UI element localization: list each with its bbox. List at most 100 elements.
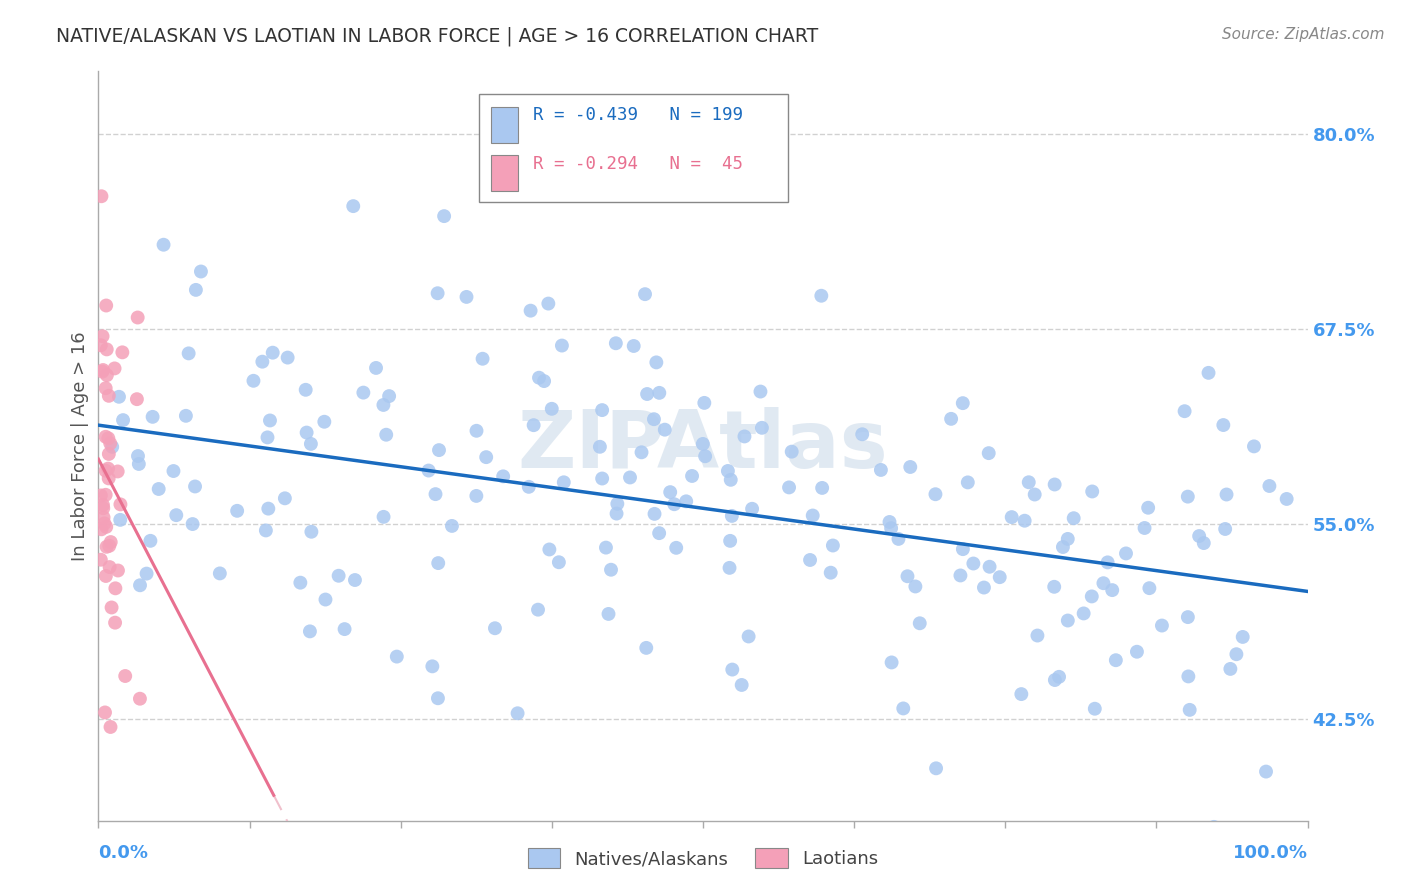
Natives/Alaskans [952,542,974,557]
Natives/Alaskans [1026,628,1049,642]
Natives/Alaskans [373,398,395,412]
Laotians [91,329,114,343]
Natives/Alaskans [880,656,903,670]
Laotians [104,615,127,630]
Text: ZIPAtlas: ZIPAtlas [517,407,889,485]
Laotians [94,464,117,478]
Laotians [100,600,122,615]
Laotians [97,461,120,475]
Natives/Alaskans [681,469,703,483]
Natives/Alaskans [949,568,972,582]
Natives/Alaskans [718,533,741,548]
Natives/Alaskans [129,578,152,592]
Natives/Alaskans [605,336,627,351]
Natives/Alaskans [1024,487,1046,501]
Natives/Alaskans [299,524,322,539]
Natives/Alaskans [654,423,676,437]
Natives/Alaskans [152,237,174,252]
Natives/Alaskans [295,425,318,440]
Natives/Alaskans [290,575,312,590]
Natives/Alaskans [988,570,1011,584]
Natives/Alaskans [1043,673,1066,687]
Natives/Alaskans [101,440,124,454]
Text: NATIVE/ALASKAN VS LAOTIAN IN LABOR FORCE | AGE > 16 CORRELATION CHART: NATIVE/ALASKAN VS LAOTIAN IN LABOR FORCE… [56,27,818,46]
Laotians [100,720,122,734]
Natives/Alaskans [208,566,231,581]
Natives/Alaskans [636,387,658,401]
Natives/Alaskans [1177,490,1199,504]
Natives/Alaskans [799,553,821,567]
Natives/Alaskans [426,286,449,301]
Natives/Alaskans [1202,820,1225,834]
Legend: Natives/Alaskans, Laotians: Natives/Alaskans, Laotians [520,841,886,875]
Laotians [98,560,121,574]
Natives/Alaskans [426,691,449,706]
Natives/Alaskans [1097,555,1119,569]
Natives/Alaskans [924,487,946,501]
Natives/Alaskans [162,464,184,478]
Natives/Alaskans [1137,581,1160,595]
Natives/Alaskans [1133,521,1156,535]
Y-axis label: In Labor Force | Age > 16: In Labor Force | Age > 16 [70,331,89,561]
Natives/Alaskans [634,287,657,301]
Laotians [96,520,118,534]
Natives/Alaskans [333,622,356,636]
Laotians [97,389,120,403]
Laotians [129,691,152,706]
Natives/Alaskans [385,649,408,664]
Natives/Alaskans [177,346,200,360]
Laotians [96,540,118,554]
FancyBboxPatch shape [479,94,787,202]
Laotians [107,465,129,479]
Laotians [90,552,112,566]
Natives/Alaskans [328,568,350,582]
Natives/Alaskans [717,464,740,478]
Natives/Alaskans [352,385,374,400]
Natives/Alaskans [492,469,515,483]
Natives/Alaskans [1150,618,1173,632]
Natives/Alaskans [184,479,207,493]
Natives/Alaskans [242,374,264,388]
Natives/Alaskans [1275,491,1298,506]
Natives/Alaskans [595,541,617,555]
Natives/Alaskans [314,415,336,429]
Natives/Alaskans [262,345,284,359]
Text: Source: ZipAtlas.com: Source: ZipAtlas.com [1222,27,1385,42]
Natives/Alaskans [1081,590,1104,604]
Natives/Alaskans [1056,532,1078,546]
Natives/Alaskans [870,463,893,477]
Natives/Alaskans [422,659,444,673]
Natives/Alaskans [880,521,903,535]
Natives/Alaskans [1056,614,1078,628]
Natives/Alaskans [619,470,641,484]
Natives/Alaskans [643,412,665,426]
Natives/Alaskans [537,296,560,310]
Laotians [114,669,136,683]
Natives/Alaskans [174,409,197,423]
Natives/Alaskans [962,557,984,571]
Natives/Alaskans [427,556,450,570]
Natives/Alaskans [896,569,918,583]
Natives/Alaskans [731,678,754,692]
Natives/Alaskans [977,446,1000,460]
Natives/Alaskans [471,351,494,366]
Natives/Alaskans [648,526,671,541]
Natives/Alaskans [644,507,666,521]
Natives/Alaskans [733,429,755,443]
Natives/Alaskans [184,283,207,297]
Natives/Alaskans [1084,702,1107,716]
Natives/Alaskans [523,418,546,433]
Laotians [96,299,118,313]
Natives/Alaskans [142,409,165,424]
Natives/Alaskans [591,403,613,417]
Laotians [90,522,112,536]
Natives/Alaskans [1213,522,1236,536]
Natives/Alaskans [598,607,620,621]
Natives/Alaskans [110,513,132,527]
Laotians [90,189,112,203]
Natives/Alaskans [1043,477,1066,491]
Natives/Alaskans [636,640,658,655]
Laotians [98,539,121,553]
Natives/Alaskans [695,449,717,463]
Natives/Alaskans [693,396,716,410]
